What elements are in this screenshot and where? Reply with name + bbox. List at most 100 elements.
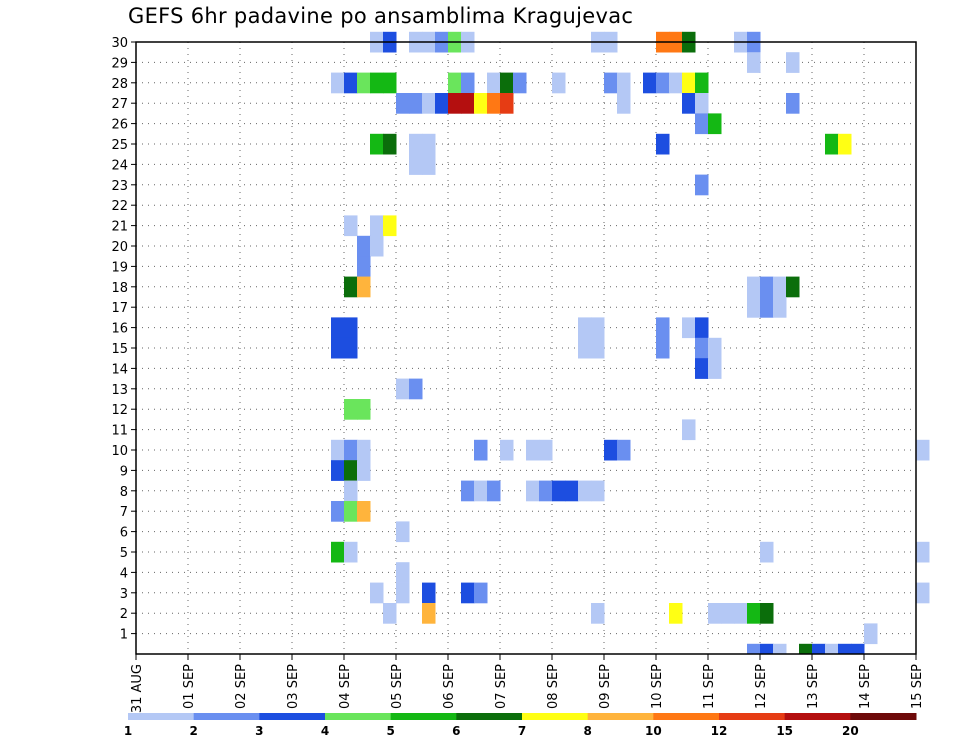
heatmap-cell xyxy=(344,460,358,481)
y-tick-label: 11 xyxy=(111,424,128,439)
y-tick-label: 21 xyxy=(111,220,128,235)
heatmap-cell xyxy=(474,582,488,604)
heatmap-cell xyxy=(539,439,553,461)
heatmap-cell xyxy=(708,603,722,624)
y-tick-label: 23 xyxy=(111,179,128,194)
heatmap-cell xyxy=(656,337,670,359)
y-tick-label: 27 xyxy=(111,97,128,112)
heatmap-cell xyxy=(838,643,852,655)
heatmap-cell xyxy=(396,93,410,114)
heatmap-cell xyxy=(357,460,371,481)
heatmap-cell xyxy=(838,133,852,155)
heatmap-cell xyxy=(916,439,930,461)
heatmap-cell xyxy=(695,358,709,379)
x-tick-label: 04 SEP xyxy=(338,664,353,709)
heatmap-cell xyxy=(383,215,397,237)
heatmap-cell xyxy=(708,358,722,379)
chart-title: GEFS 6hr padavine po ansamblima Kragujev… xyxy=(128,4,634,28)
heatmap-cell xyxy=(357,256,371,277)
heatmap-cell xyxy=(695,317,709,339)
heatmap-cell xyxy=(357,399,371,420)
heatmap-cell xyxy=(656,317,670,339)
heatmap-cell xyxy=(799,643,813,655)
heatmap-cell xyxy=(409,154,423,175)
y-tick-label: 6 xyxy=(120,526,128,541)
heatmap-cell xyxy=(370,235,384,257)
y-tick-label: 9 xyxy=(120,464,128,479)
colorbar-label: 8 xyxy=(583,724,591,738)
heatmap-cell xyxy=(773,297,787,318)
heatmap-cell xyxy=(500,93,514,114)
y-tick-label: 12 xyxy=(111,403,128,418)
heatmap-cell xyxy=(526,480,540,502)
heatmap-cell xyxy=(422,133,436,155)
heatmap-cell xyxy=(357,235,371,257)
heatmap-cell xyxy=(331,337,345,359)
heatmap-cell xyxy=(422,154,436,175)
heatmap-cell xyxy=(760,297,774,318)
heatmap-cell xyxy=(786,276,800,298)
colorbar-label: 4 xyxy=(321,724,329,738)
y-tick-label: 26 xyxy=(111,118,128,133)
heatmap-cells xyxy=(331,31,930,655)
heatmap-cell xyxy=(461,93,475,114)
y-tick-label: 25 xyxy=(111,138,128,153)
heatmap-cell xyxy=(812,643,826,655)
heatmap-cell xyxy=(773,276,787,298)
heatmap-cell xyxy=(617,93,631,114)
heatmap-cell xyxy=(344,399,358,420)
heatmap-cell xyxy=(760,603,774,624)
heatmap-cell xyxy=(591,603,605,624)
heatmap-cell xyxy=(409,93,423,114)
heatmap-cell xyxy=(695,174,709,196)
heatmap-cell xyxy=(500,72,514,94)
heatmap-cell xyxy=(760,541,774,563)
heatmap-cell xyxy=(656,72,670,94)
heatmap-cell xyxy=(578,337,592,359)
heatmap-cell xyxy=(513,72,527,94)
y-tick-label: 13 xyxy=(111,383,128,398)
y-tick-label: 8 xyxy=(120,485,128,500)
heatmap-cell xyxy=(669,72,683,94)
heatmap-cell xyxy=(461,480,475,502)
heatmap-cell xyxy=(344,317,358,339)
y-tick-label: 2 xyxy=(120,607,128,622)
heatmap-cell xyxy=(344,480,358,502)
x-tick-label: 07 SEP xyxy=(494,664,509,709)
x-tick-label: 05 SEP xyxy=(390,664,405,709)
heatmap-cell xyxy=(487,72,501,94)
heatmap-cell xyxy=(669,603,683,624)
colorbar-swatch xyxy=(325,713,392,720)
heatmap-cell xyxy=(344,72,358,94)
heatmap-cell xyxy=(695,337,709,359)
heatmap-cell xyxy=(708,337,722,359)
heatmap-cell xyxy=(344,541,358,563)
y-tick-label: 22 xyxy=(111,199,128,214)
heatmap-cell xyxy=(695,113,709,135)
heatmap-cell xyxy=(487,93,501,114)
colorbar-swatch xyxy=(259,713,326,720)
heatmap-cell xyxy=(682,419,696,441)
heatmap-cell xyxy=(526,439,540,461)
heatmap-cell xyxy=(656,133,670,155)
heatmap-cell xyxy=(357,276,371,298)
heatmap-cell xyxy=(331,541,345,563)
y-axis: 1234567891011121314151617181920212223242… xyxy=(111,36,136,643)
heatmap-cell xyxy=(409,133,423,155)
colorbar-label: 12 xyxy=(711,724,728,738)
y-tick-label: 20 xyxy=(111,240,128,255)
heatmap-cell xyxy=(825,643,839,655)
x-tick-label: 13 SEP xyxy=(806,664,821,709)
y-tick-label: 7 xyxy=(120,505,128,520)
heatmap-cell xyxy=(916,541,930,563)
heatmap-cell xyxy=(474,439,488,461)
heatmap-cell xyxy=(331,72,345,94)
heatmap-cell xyxy=(734,603,748,624)
heatmap-cell xyxy=(773,643,787,655)
y-tick-label: 14 xyxy=(111,362,128,377)
colorbar-swatch xyxy=(522,713,589,720)
y-tick-label: 15 xyxy=(111,342,128,357)
heatmap-cell xyxy=(448,93,462,114)
heatmap-cell xyxy=(331,460,345,481)
